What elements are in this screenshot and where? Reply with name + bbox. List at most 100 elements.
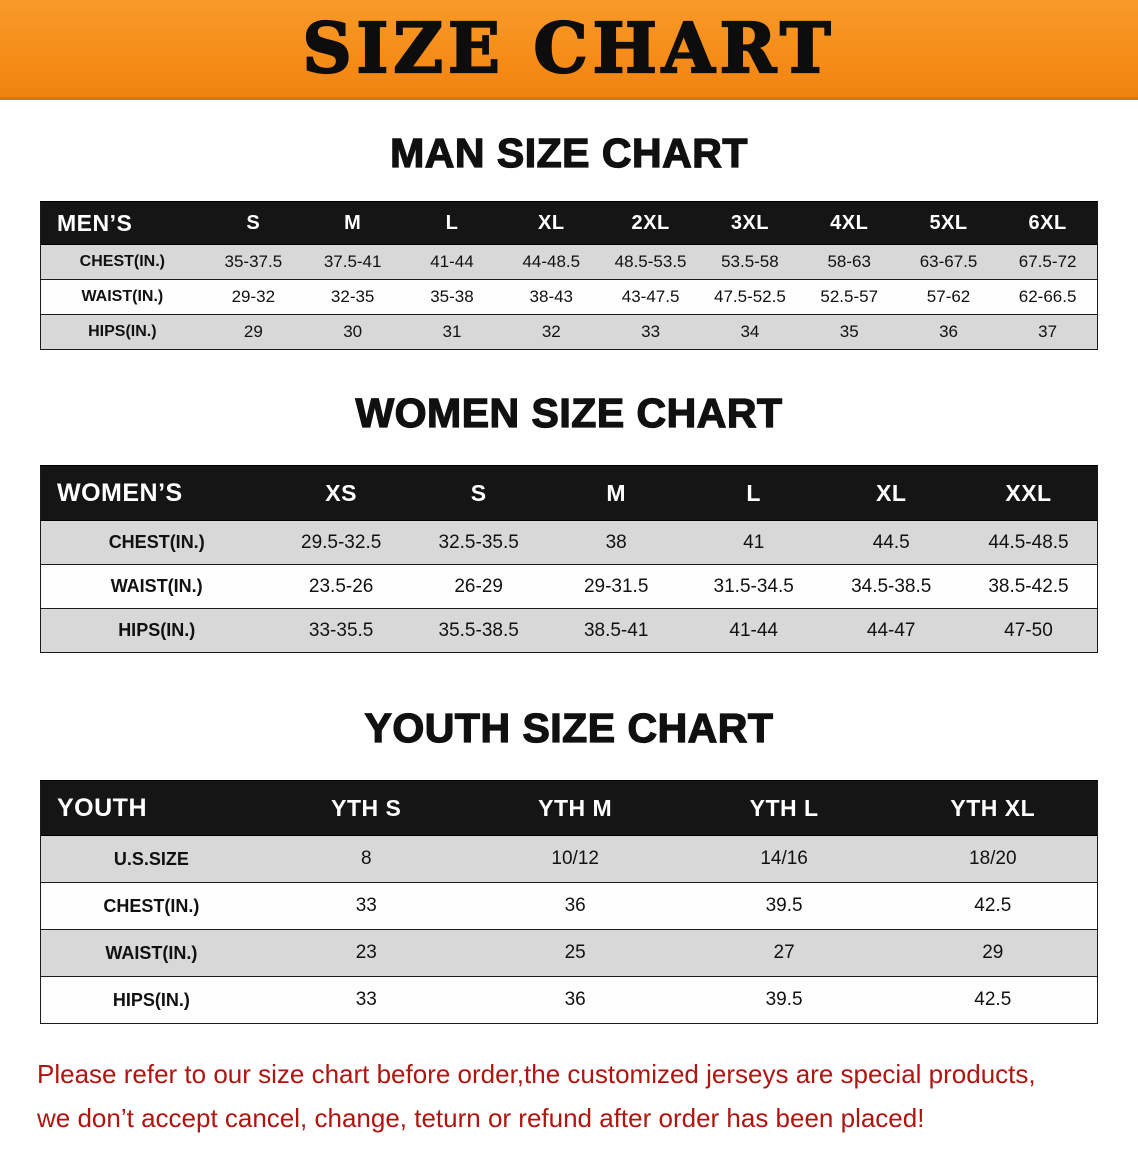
size-value: 36 (470, 976, 680, 1024)
youth-size-chart-section: YOUTH SIZE CHART YOUTH YTH S YTH M YTH L YTH… (0, 653, 1138, 1024)
table-row: CHEST(IN.) 29.5-32.5 32.5-35.5 38 41 44.5 44.5… (40, 520, 1098, 565)
size-value: 31 (402, 314, 502, 350)
row-label: HIPS(IN.) (40, 976, 262, 1024)
table-row: WAIST(IN.) 23.5-26 26-29 29-31.5 31.5-34.5 34… (40, 564, 1098, 609)
table-row: HIPS(IN.) 33-35.5 35.5-38.5 38.5-41 41-44 44-… (40, 608, 1098, 653)
women-size-table: WOMEN’S XS S M L XL XXL CHEST(IN.) 29.5-32.5 32.5… (40, 465, 1098, 653)
size-column-header: 3XL (700, 201, 800, 245)
size-column-header: 6XL (998, 201, 1098, 245)
size-column-header: YTH M (470, 780, 680, 836)
disclaimer-line-2: we don’t accept cancel, change, teturn o… (37, 1103, 925, 1134)
size-value: 43-47.5 (600, 279, 701, 315)
size-value: 38.5-41 (547, 608, 685, 653)
row-label: CHEST(IN.) (40, 244, 204, 280)
size-value: 10/12 (470, 835, 680, 883)
size-value: 38.5-42.5 (959, 564, 1098, 609)
page-title: SIZE CHART (301, 8, 836, 89)
size-value: 32-35 (303, 279, 403, 315)
table-title-cell: YOUTH (40, 780, 262, 836)
table-row: CHEST(IN.) 33 36 39.5 42.5 (40, 882, 1098, 930)
size-column-header: M (547, 465, 685, 521)
size-value: 37.5-41 (303, 244, 403, 280)
table-row: CHEST(IN.) 35-37.5 37.5-41 41-44 44-48.5 48.5… (40, 244, 1098, 280)
table-row: HIPS(IN.) 29 30 31 32 33 34 35 36 37 (40, 314, 1098, 350)
size-column-header: S (409, 465, 548, 521)
size-column-header: XS (272, 465, 410, 521)
size-value: 33 (261, 882, 471, 930)
size-column-header: YTH XL (888, 780, 1098, 836)
size-value: 67.5-72 (998, 244, 1098, 280)
size-value: 29.5-32.5 (272, 520, 410, 565)
table-title-cell: MEN’S (40, 201, 204, 245)
size-column-header: S (203, 201, 303, 245)
size-value: 29-32 (203, 279, 303, 315)
size-value: 33 (261, 976, 471, 1024)
size-column-header: YTH S (261, 780, 471, 836)
size-value: 23 (261, 929, 471, 977)
size-value: 18/20 (888, 835, 1098, 883)
size-column-header: 5XL (898, 201, 999, 245)
size-value: 38 (547, 520, 685, 565)
row-label: CHEST(IN.) (40, 520, 273, 565)
size-column-header: XL (501, 201, 601, 245)
size-value: 38-43 (501, 279, 601, 315)
size-value: 58-63 (799, 244, 899, 280)
size-value: 8 (261, 835, 471, 883)
size-column-header: L (402, 201, 502, 245)
women-size-chart-section: WOMEN SIZE CHART WOMEN’S XS S M L XL XXL CHEST(… (0, 350, 1138, 653)
men-section-heading: MAN SIZE CHART (389, 129, 748, 176)
table-row: U.S.SIZE 8 10/12 14/16 18/20 (40, 835, 1098, 883)
size-value: 48.5-53.5 (600, 244, 701, 280)
size-value: 34.5-38.5 (822, 564, 960, 609)
table-row: WAIST(IN.) 29-32 32-35 35-38 38-43 43-47.5 47.… (40, 279, 1098, 315)
size-value: 35-38 (402, 279, 502, 315)
size-value: 33 (600, 314, 701, 350)
table-title-cell: WOMEN’S (40, 465, 273, 521)
table-header-row: MEN’S S M L XL 2XL 3XL 4XL 5XL 6XL (40, 201, 1098, 245)
size-value: 30 (303, 314, 403, 350)
size-column-header: 2XL (600, 201, 701, 245)
row-label: HIPS(IN.) (40, 608, 273, 653)
table-row: WAIST(IN.) 23 25 27 29 (40, 929, 1098, 977)
size-value: 52.5-57 (799, 279, 899, 315)
size-value: 39.5 (679, 976, 889, 1024)
size-value: 31.5-34.5 (684, 564, 823, 609)
size-value: 41-44 (402, 244, 502, 280)
size-value: 44.5-48.5 (959, 520, 1098, 565)
size-value: 44-47 (822, 608, 960, 653)
size-value: 25 (470, 929, 680, 977)
size-chart-banner: SIZE CHART (0, 0, 1138, 100)
size-value: 23.5-26 (272, 564, 410, 609)
row-label: WAIST(IN.) (40, 279, 204, 315)
size-value: 27 (679, 929, 889, 977)
size-value: 29 (203, 314, 303, 350)
size-value: 47.5-52.5 (700, 279, 800, 315)
size-value: 34 (700, 314, 800, 350)
youth-size-table: YOUTH YTH S YTH M YTH L YTH XL U.S.SIZE 8 10/12… (40, 780, 1098, 1024)
size-value: 47-50 (959, 608, 1098, 653)
table-header-row: WOMEN’S XS S M L XL XXL (40, 465, 1098, 521)
size-column-header: L (684, 465, 823, 521)
size-value: 33-35.5 (272, 608, 410, 653)
row-label: CHEST(IN.) (40, 882, 262, 930)
size-value: 44-48.5 (501, 244, 601, 280)
size-value: 35 (799, 314, 899, 350)
size-value: 32 (501, 314, 601, 350)
women-section-heading: WOMEN SIZE CHART (355, 389, 783, 436)
size-value: 26-29 (409, 564, 548, 609)
size-value: 36 (898, 314, 999, 350)
table-header-row: YOUTH YTH S YTH M YTH L YTH XL (40, 780, 1098, 836)
size-value: 32.5-35.5 (409, 520, 548, 565)
disclaimer-line-1: Please refer to our size chart before or… (37, 1059, 1036, 1089)
size-value: 57-62 (898, 279, 999, 315)
size-column-header: M (303, 201, 403, 245)
size-value: 63-67.5 (898, 244, 999, 280)
table-row: HIPS(IN.) 33 36 39.5 42.5 (40, 976, 1098, 1024)
size-value: 35.5-38.5 (409, 608, 548, 653)
row-label: WAIST(IN.) (40, 564, 273, 609)
size-value: 29-31.5 (547, 564, 685, 609)
disclaimer-note: Please refer to our size chart before or… (37, 1052, 1101, 1140)
size-value: 42.5 (888, 976, 1098, 1024)
men-size-chart-section: MAN SIZE CHART MEN’S S M L XL 2XL 3XL 4XL 5XL 6XL… (0, 100, 1138, 350)
youth-section-heading: YOUTH SIZE CHART (364, 704, 774, 751)
